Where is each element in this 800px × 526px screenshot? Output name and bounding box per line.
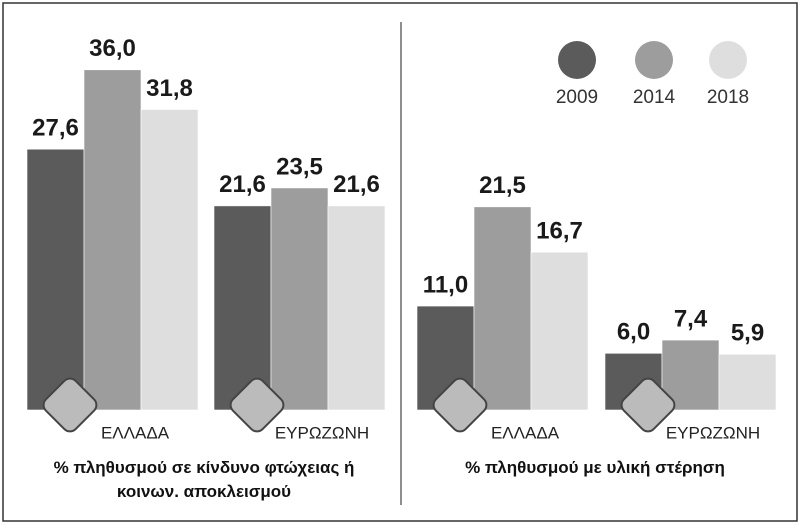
chart-title: % πληθυσμού σε κίνδυνο φτώχειας ή κοινων… [53,458,355,501]
legend-swatch [635,41,673,79]
value-label: 21,5 [479,172,526,199]
value-label: 5,9 [731,320,764,347]
bar [473,206,532,411]
badge-icon [229,377,285,433]
value-label: 7,4 [674,305,708,332]
bar [140,109,199,411]
legend-label: 2009 [556,87,598,108]
badge-icon [432,377,488,433]
legend-swatch [558,41,596,79]
category-label: ΕΛΛΑΔΑ [101,423,170,442]
value-label: 31,8 [146,75,193,102]
badge-icon [42,377,98,433]
value-label: 23,5 [276,153,323,180]
legend-label: 2014 [633,87,676,108]
badge-icon [620,377,676,433]
bar [530,251,589,411]
bar [327,205,386,411]
category-label: ΕΛΛΑΔΑ [491,423,560,442]
bar [270,187,329,411]
category-label: ΕΥΡΩΖΩΝΗ [666,423,760,442]
category-label: ΕΥΡΩΖΩΝΗ [275,423,369,442]
value-label: 11,0 [423,271,468,298]
value-label: 36,0 [89,35,136,62]
value-label: 21,6 [219,171,266,198]
value-label: 16,7 [536,218,583,245]
bar [83,69,142,411]
bar [213,205,272,411]
chart-title: % πληθυσμού με υλική στέρηση [465,458,725,477]
value-label: 21,6 [333,171,380,198]
value-label: 27,6 [32,115,79,142]
bar [718,353,777,411]
legend-label: 2018 [707,87,749,108]
bar [26,148,85,411]
value-label: 6,0 [617,319,650,346]
legend-swatch [709,41,747,79]
